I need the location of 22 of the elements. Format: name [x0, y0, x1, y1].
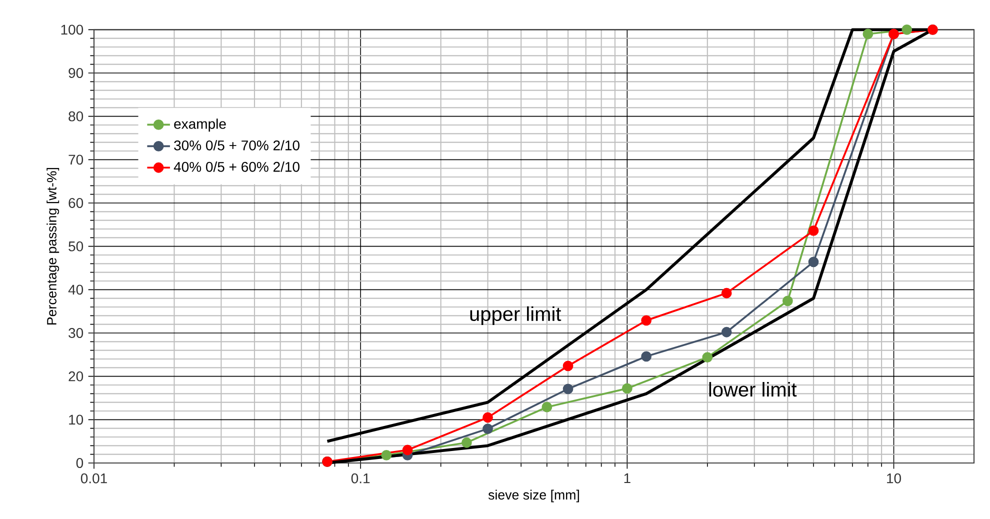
y-tick-label: 20: [68, 371, 84, 382]
y-tick-label: 60: [68, 198, 84, 208]
y-tick-label: 30: [68, 328, 84, 338]
x-tick-label: 1: [624, 473, 630, 484]
y-tick-label: 10: [69, 414, 84, 425]
series-label: lower limit: [709, 382, 797, 397]
y-tick-label: 80: [68, 111, 84, 122]
x-tick-label: 0.1: [351, 473, 370, 484]
y-tick-label: 40: [68, 284, 84, 295]
y-axis-title: Percentage passing [wt-%]: [46, 168, 60, 325]
legend-label: 40% 0/5 + 60% 2/10: [174, 162, 300, 172]
y-tick-label: 50: [68, 241, 84, 252]
x-tick-label: 0.01: [80, 473, 107, 484]
y-tick-label: 100: [61, 24, 84, 35]
y-tick-label: 90: [68, 68, 84, 78]
x-axis-title: sieve size [mm]: [488, 490, 579, 502]
legend-label: 30% 0/5 + 70% 2/10: [174, 140, 300, 150]
x-tick-label: 10: [887, 473, 901, 484]
y-tick-label: 70: [68, 154, 84, 165]
legend-label: example: [174, 118, 226, 132]
series-label: upper limit: [470, 306, 562, 325]
y-tick-label: 0: [76, 458, 84, 468]
